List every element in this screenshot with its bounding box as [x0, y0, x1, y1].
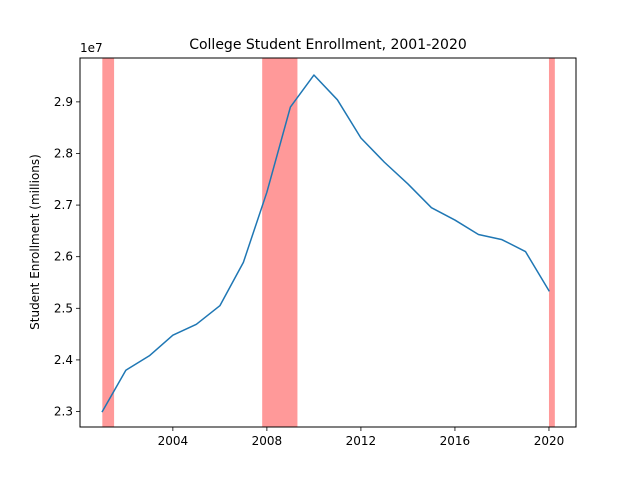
x-tick-label: 2020 [534, 434, 565, 448]
recession-band-1 [102, 58, 115, 427]
y-tick-label: 2.4 [54, 353, 73, 367]
y-tick-label: 2.6 [54, 250, 73, 264]
y-tick-label: 2.5 [54, 301, 73, 315]
x-tick-label: 2008 [252, 434, 283, 448]
y-tick-label: 2.9 [54, 95, 73, 109]
recession-bands [102, 58, 555, 427]
x-tick-label: 2004 [158, 434, 189, 448]
chart-title: College Student Enrollment, 2001-2020 [189, 37, 467, 53]
y-axis-ticks: 2.3 2.4 2.5 2.6 2.7 2.8 2.9 [54, 95, 80, 419]
plot-frame [79, 57, 577, 428]
x-axis-ticks: 2004 2008 2012 2016 2020 [158, 427, 565, 448]
recession-band-2 [262, 58, 298, 427]
x-tick-label: 2012 [346, 434, 377, 448]
y-tick-label: 2.3 [54, 405, 73, 419]
y-axis-offset-label: 1e7 [80, 41, 103, 55]
recession-band-3 [548, 58, 555, 427]
y-tick-label: 2.7 [54, 198, 73, 212]
series-line [101, 74, 550, 413]
y-axis-label: Student Enrollment (millions) [28, 154, 42, 330]
series-layer [101, 74, 550, 413]
y-tick-label: 2.8 [54, 146, 73, 160]
x-tick-label: 2016 [440, 434, 471, 448]
